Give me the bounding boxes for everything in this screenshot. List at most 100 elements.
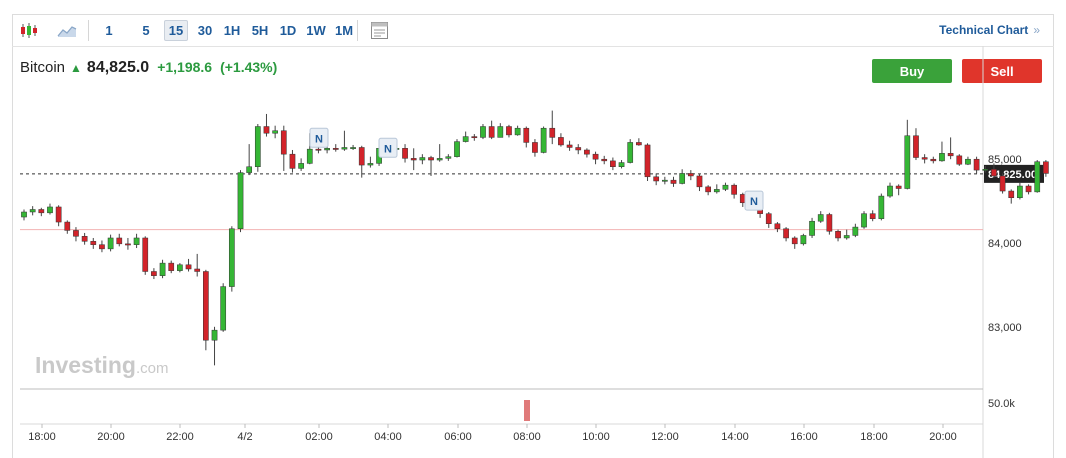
news-marker[interactable]: N (309, 127, 329, 148)
news-marker[interactable]: N (378, 137, 398, 158)
timeframe-button-1m[interactable]: 1M (334, 23, 354, 38)
candle (835, 229, 841, 242)
candle (549, 110, 556, 145)
candle (133, 233, 140, 249)
candle (731, 183, 737, 199)
sell-button[interactable]: Sell (962, 59, 1042, 83)
candle-body-up (306, 148, 313, 164)
candle (471, 134, 478, 141)
candle (480, 124, 486, 140)
candle (904, 119, 911, 190)
candle (203, 269, 209, 351)
area-chart-icon[interactable] (56, 20, 78, 41)
candle (488, 120, 495, 140)
candle-body-up (419, 157, 426, 161)
candle (627, 139, 634, 164)
candle (913, 128, 919, 161)
timeframe-button-15[interactable]: 15 (164, 20, 188, 41)
candle-body-down (488, 126, 495, 138)
timeframe-button-1[interactable]: 1 (105, 23, 113, 38)
candle (982, 165, 989, 173)
candle-body-up (809, 220, 815, 236)
candle (358, 145, 365, 178)
candle-body-down (826, 214, 833, 232)
candle (73, 227, 79, 242)
timeframe-button-30[interactable]: 30 (197, 23, 213, 38)
timeframe-button-1w[interactable]: 1W (306, 23, 326, 38)
candle (151, 268, 157, 280)
x-tick-label: 12:00 (651, 431, 679, 443)
chart-toolbar: 1 5 15 30 1H 5H 1D 1W 1M Technical Chart» (12, 14, 1054, 47)
candle-body-down (1008, 190, 1015, 198)
timeframe-button-1h[interactable]: 1H (223, 23, 241, 38)
candle (653, 173, 660, 186)
candle (575, 144, 582, 155)
candle-body-down (506, 126, 512, 136)
technical-chart-link[interactable]: Technical Chart » (939, 23, 1040, 37)
candle (99, 240, 105, 253)
candle (142, 236, 149, 275)
candle (428, 155, 434, 176)
instrument-name: Bitcoin (20, 59, 66, 76)
candle-body-down (523, 127, 530, 143)
x-tick-label: 08:00 (513, 431, 541, 443)
timeframe-button-5h[interactable]: 5H (251, 23, 269, 38)
candle-body-up (1017, 185, 1023, 198)
candle-body-down (947, 153, 954, 157)
candle-body-up (107, 237, 114, 250)
news-marker-box (744, 190, 764, 211)
candle-body-up (713, 189, 720, 193)
candlestick-icon[interactable] (18, 20, 40, 41)
x-tick-label: 06:00 (444, 431, 472, 443)
candle (159, 259, 166, 279)
candle (350, 144, 356, 150)
timeframe-button-5[interactable]: 5 (142, 23, 150, 38)
candle-body-up (540, 127, 547, 153)
candle (705, 185, 711, 196)
timeframe-button-1d[interactable]: 1D (279, 23, 297, 38)
candle-body-up (341, 147, 348, 150)
y-tick-label: 85,000 (988, 154, 1022, 166)
chart-frame (12, 14, 1054, 458)
candle-body-down (99, 244, 105, 250)
candle-body-up (887, 185, 893, 197)
candle (601, 155, 608, 165)
candle-body-down (90, 241, 97, 245)
candle-body-down (835, 231, 841, 239)
candle (211, 326, 218, 366)
candle (869, 210, 876, 222)
candle-body-up (462, 136, 469, 142)
candle (64, 220, 71, 234)
news-marker[interactable]: N (744, 190, 764, 211)
candle-body-up (939, 153, 945, 162)
y-tick-label: 83,000 (988, 322, 1022, 334)
candle (1017, 182, 1023, 200)
candle-body-down (869, 213, 876, 219)
candle-body-down (125, 243, 131, 246)
buy-button[interactable]: Buy (872, 59, 952, 83)
x-tick-label: 22:00 (166, 431, 194, 443)
x-tick-label: 02:00 (305, 431, 333, 443)
watermark-main: Investing (35, 352, 136, 378)
candle (168, 260, 175, 274)
candle-body-down (410, 158, 417, 161)
candle (289, 149, 296, 173)
candle-body-down (921, 157, 928, 160)
candle-body-down (687, 173, 694, 177)
x-tick-label: 20:00 (97, 431, 125, 443)
candle-body-down (55, 206, 62, 223)
calendar-icon[interactable] (369, 20, 390, 41)
candle (817, 211, 824, 223)
candle-body-down (566, 144, 573, 148)
candle-body-up (480, 126, 486, 138)
candle (1008, 189, 1015, 204)
candle-body-up (350, 147, 356, 149)
candle-body-down (696, 175, 703, 188)
candle (956, 154, 963, 166)
price-change: +1,198.6 (157, 59, 213, 75)
candle-body-up (679, 173, 686, 184)
candle-body-up (800, 235, 807, 245)
candle (887, 182, 893, 198)
candle-body-down (263, 126, 270, 134)
